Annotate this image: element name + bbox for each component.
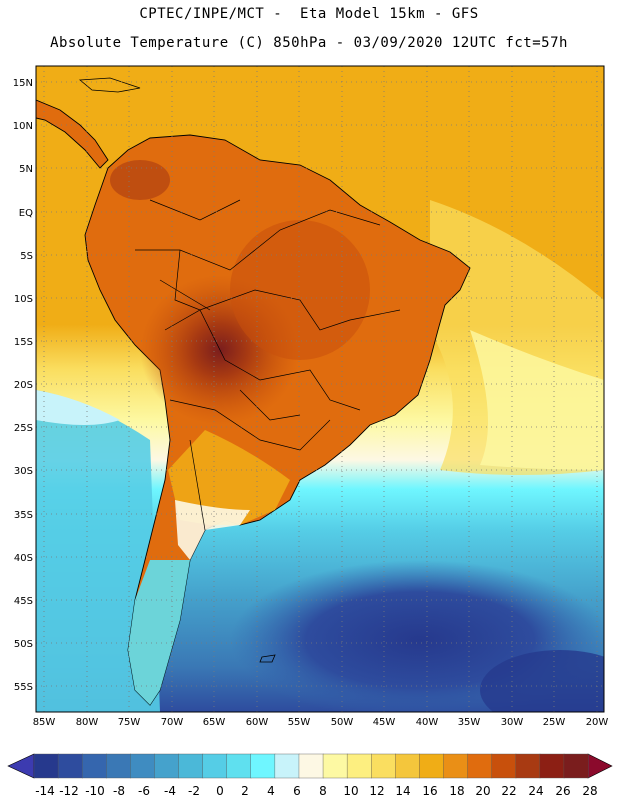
colorbar-cell bbox=[539, 753, 565, 779]
colorbar-label: 16 bbox=[422, 784, 437, 798]
colorbar-cell bbox=[419, 753, 445, 779]
lat-label: 15S bbox=[14, 337, 33, 348]
southern-cone-pale-band bbox=[175, 500, 250, 560]
lat-label: 35S bbox=[14, 510, 33, 521]
colorbar-over-arrow bbox=[587, 753, 613, 779]
colombia-warm-spot bbox=[110, 160, 170, 200]
lon-label: 50W bbox=[331, 717, 354, 728]
colorbar-cell bbox=[274, 753, 300, 779]
lon-axis: 85W 80W 75W 70W 65W 60W 55W 50W 45W 40W … bbox=[33, 717, 609, 728]
lon-label: 25W bbox=[543, 717, 566, 728]
colorbar-cell bbox=[33, 753, 59, 779]
lat-label: 10S bbox=[14, 294, 33, 305]
lon-label: 55W bbox=[288, 717, 311, 728]
caribbean-islands bbox=[78, 77, 141, 93]
colorbar-label: 26 bbox=[555, 784, 570, 798]
lat-label: 50S bbox=[14, 639, 33, 650]
colorbar-cell bbox=[130, 753, 156, 779]
southern-cone-warm-band bbox=[168, 430, 290, 525]
colorbar-label: 24 bbox=[528, 784, 543, 798]
colorbar-cell bbox=[491, 753, 517, 779]
map-subtitle: Absolute Temperature (C) 850hPa - 03/09/… bbox=[50, 35, 568, 51]
colorbar-label: -2 bbox=[188, 784, 200, 798]
lon-label: 60W bbox=[246, 717, 269, 728]
colorbar-label: 18 bbox=[449, 784, 464, 798]
colorbar-label: 12 bbox=[369, 784, 384, 798]
colorbar-label: -10 bbox=[85, 784, 105, 798]
lon-label: 70W bbox=[161, 717, 184, 728]
colorbar-label: 14 bbox=[395, 784, 410, 798]
colorbar-label: 22 bbox=[501, 784, 516, 798]
lat-label: 40S bbox=[14, 553, 33, 564]
colorbar-cell bbox=[515, 753, 541, 779]
lat-label: 30S bbox=[14, 466, 33, 477]
colorbar-cell bbox=[371, 753, 396, 779]
southeast-cold-core bbox=[480, 650, 604, 712]
lat-label: 5N bbox=[19, 164, 33, 175]
colorbar-cell bbox=[202, 753, 228, 779]
colorbar-cell bbox=[81, 753, 107, 779]
colorbar-label: 20 bbox=[475, 784, 490, 798]
pacific-pale-band bbox=[36, 390, 120, 425]
colorbar: -14 -12 -10 -8 -6 -4 -2 0 2 4 6 8 10 12 … bbox=[7, 753, 613, 798]
lon-label: 20W bbox=[586, 717, 609, 728]
colorbar-cell bbox=[154, 753, 180, 779]
brazil-warm-region bbox=[230, 220, 370, 360]
colorbar-cell bbox=[443, 753, 469, 779]
colorbar-cell bbox=[57, 753, 83, 779]
patagonia-cool-region bbox=[128, 560, 190, 705]
lon-label: 85W bbox=[33, 717, 56, 728]
falkland-islands bbox=[259, 654, 276, 663]
lat-axis: 15N 10N 5N EQ 5S 10S 15S 20S 25S 30S 35S… bbox=[13, 78, 33, 693]
colorbar-cell bbox=[467, 753, 493, 779]
colorbar-label: 8 bbox=[319, 784, 327, 798]
lat-label: 45S bbox=[14, 596, 33, 607]
colorbar-label: 10 bbox=[343, 784, 358, 798]
colorbar-label: 4 bbox=[267, 784, 275, 798]
colorbar-cell bbox=[346, 753, 372, 779]
lon-label: 45W bbox=[373, 717, 396, 728]
lon-label: 75W bbox=[118, 717, 141, 728]
colorbar-label: -14 bbox=[35, 784, 55, 798]
colorbar-label: 6 bbox=[293, 784, 301, 798]
lat-label: 20S bbox=[14, 380, 33, 391]
colorbar-cell bbox=[395, 753, 420, 779]
colorbar-cell bbox=[298, 753, 324, 779]
colorbar-cell bbox=[563, 753, 589, 779]
lat-label: 5S bbox=[20, 251, 33, 262]
lat-label: 25S bbox=[14, 423, 33, 434]
map-title: CPTEC/INPE/MCT - Eta Model 15km - GFS bbox=[139, 6, 479, 22]
map-plot-area bbox=[36, 66, 604, 712]
colorbar-cell bbox=[106, 753, 131, 779]
colorbar-label: -4 bbox=[164, 784, 176, 798]
colorbar-under-arrow bbox=[7, 753, 35, 779]
lat-label: 55S bbox=[14, 682, 33, 693]
colorbar-label: -6 bbox=[138, 784, 150, 798]
lat-label: EQ bbox=[19, 208, 33, 219]
atlantic-light-band bbox=[470, 330, 604, 470]
lon-label: 35W bbox=[458, 717, 481, 728]
lat-label: 10N bbox=[13, 121, 33, 132]
lat-label: 15N bbox=[13, 78, 33, 89]
map-frame bbox=[35, 65, 605, 713]
colorbar-label: -12 bbox=[59, 784, 79, 798]
lon-label: 30W bbox=[501, 717, 524, 728]
lon-label: 65W bbox=[203, 717, 226, 728]
colorbar-cell bbox=[250, 753, 276, 779]
colorbar-cell bbox=[226, 753, 252, 779]
colorbar-cell bbox=[178, 753, 204, 779]
lon-label: 40W bbox=[416, 717, 439, 728]
colorbar-cell bbox=[322, 753, 348, 779]
colorbar-label: 0 bbox=[216, 784, 224, 798]
central-america-landmass bbox=[36, 99, 109, 169]
lon-label: 80W bbox=[76, 717, 99, 728]
colorbar-label: -8 bbox=[113, 784, 125, 798]
colorbar-label: 2 bbox=[241, 784, 249, 798]
country-borders bbox=[135, 199, 401, 531]
colorbar-label: 28 bbox=[582, 784, 597, 798]
